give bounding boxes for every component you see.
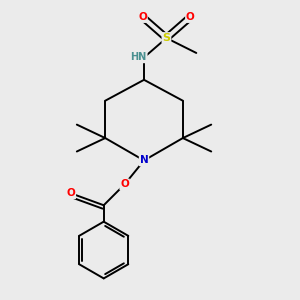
Text: HN: HN xyxy=(130,52,147,62)
Text: O: O xyxy=(120,179,129,189)
Text: O: O xyxy=(138,12,147,22)
Text: S: S xyxy=(162,33,170,43)
Text: O: O xyxy=(67,188,75,198)
Text: N: N xyxy=(140,155,148,166)
Text: O: O xyxy=(186,12,195,22)
